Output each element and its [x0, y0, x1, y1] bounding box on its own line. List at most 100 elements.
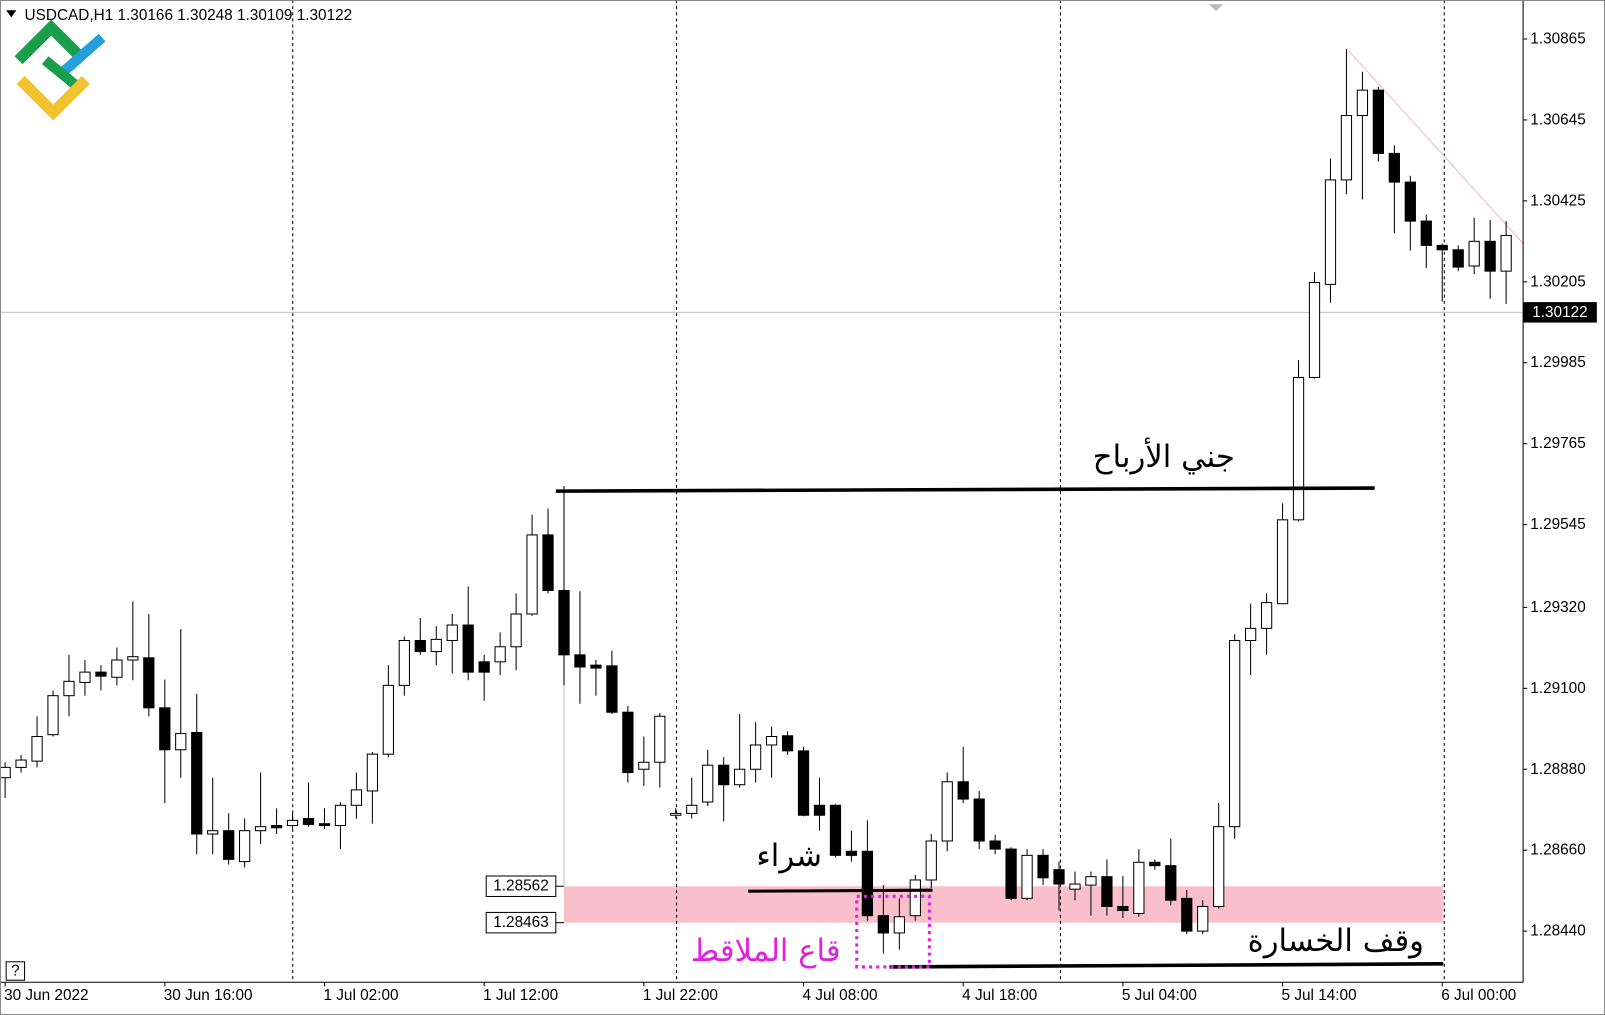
- x-tick-label: 6 Jul 00:00: [1441, 987, 1516, 1004]
- y-tick-label: 1.30645: [1530, 111, 1585, 128]
- candle-body: [542, 534, 554, 591]
- candle-body: [1245, 627, 1257, 642]
- candle-body: [1085, 876, 1097, 886]
- logo: [14, 19, 106, 121]
- candle-body: [1149, 861, 1161, 867]
- x-tick-label: 30 Jun 2022: [4, 987, 88, 1004]
- candle-body: [318, 823, 331, 827]
- candle-body: [366, 753, 379, 792]
- candle-body: [430, 638, 442, 653]
- y-tick-label: 1.29545: [1530, 516, 1585, 533]
- y-tick-label: 1.28440: [1530, 923, 1585, 940]
- buy-line: [748, 888, 933, 893]
- candle-body: [925, 840, 937, 881]
- candle-body: [462, 624, 474, 673]
- candle-body: [734, 768, 746, 786]
- zone-label-box: [485, 875, 557, 897]
- candle-body: [1101, 876, 1113, 907]
- y-tick-label: 1.29320: [1530, 599, 1585, 616]
- candle-body: [254, 826, 267, 832]
- candle-body: [781, 735, 794, 752]
- candle-body: [207, 830, 219, 835]
- zone-layer: 1.28562 1.28463: [485, 875, 1444, 934]
- candle-body: [893, 916, 905, 934]
- symbol-menu[interactable]: [6, 10, 17, 18]
- x-tick-label: 5 Jul 14:00: [1282, 987, 1357, 1004]
- pattern-label: قاع الملاقط: [691, 934, 841, 969]
- y-tick-label: 1.28660: [1530, 842, 1585, 859]
- chart-title: USDCAD,H1 1.30166 1.30248 1.30109 1.3012…: [25, 7, 353, 24]
- zone-label-box: [485, 911, 557, 934]
- candle-body: [1165, 865, 1177, 901]
- candle-body: [829, 804, 842, 856]
- candle-body: [797, 750, 810, 816]
- candle-body: [749, 744, 762, 770]
- candle-body: [1213, 826, 1225, 907]
- x-tick-label: 4 Jul 08:00: [803, 987, 878, 1004]
- take-profit-line: [555, 486, 1375, 493]
- candle-body: [718, 764, 730, 786]
- y-tick-label: 1.29765: [1530, 435, 1585, 452]
- help-button[interactable]: [5, 961, 26, 981]
- shift-marker: [1208, 4, 1224, 12]
- candle-body: [494, 646, 506, 663]
- candle-body: [558, 589, 570, 656]
- candle-body: [239, 830, 251, 863]
- candle-body: [63, 680, 75, 697]
- candle-body: [414, 639, 426, 653]
- candle-body: [622, 711, 634, 774]
- candle-body: [957, 781, 969, 800]
- candle-body: [1037, 854, 1049, 879]
- x-tick-label: 30 Jun 16:00: [164, 987, 253, 1004]
- y-tick-label: 1.29985: [1530, 354, 1585, 371]
- x-tick-label: 5 Jul 04:00: [1122, 987, 1197, 1004]
- candle-body: [47, 695, 59, 736]
- candle-body: [1229, 639, 1241, 828]
- x-tick-label: 1 Jul 02:00: [323, 987, 398, 1004]
- candle-body: [1388, 152, 1400, 183]
- candle-body: [1436, 244, 1448, 251]
- candle-body: [1260, 602, 1273, 629]
- candle-body: [15, 759, 27, 768]
- candle-body: [702, 764, 714, 803]
- stop-loss-label: وقف الخسارة: [1248, 924, 1424, 959]
- candle-body: [31, 735, 43, 762]
- price-axis: 1.30865 1.30645 1.30425 1.30205 1.29985 1.297…: [1523, 30, 1586, 940]
- candle-body: [478, 661, 490, 673]
- candle-body: [877, 915, 889, 934]
- candle-body: [175, 733, 187, 751]
- candle-body: [1452, 249, 1464, 268]
- candle-body: [79, 671, 91, 683]
- candle-body: [223, 830, 235, 860]
- candle-body: [270, 825, 283, 829]
- candle-body: [606, 665, 618, 713]
- candle-body: [989, 840, 1001, 850]
- candle-body: [159, 707, 171, 751]
- help-label: ?: [11, 963, 20, 980]
- candle-body: [1404, 181, 1416, 222]
- candle-body: [1308, 282, 1321, 378]
- candle-body: [670, 812, 682, 816]
- candle-body: [1117, 905, 1129, 912]
- candle-body: [286, 819, 299, 827]
- bid-label-box: [1523, 302, 1597, 323]
- y-tick-label: 1.28880: [1530, 761, 1585, 778]
- y-tick-label: 1.30865: [1530, 30, 1585, 47]
- candle-body: [398, 639, 410, 686]
- bid-label: 1.30122: [1532, 304, 1587, 321]
- candle-body: [1197, 905, 1209, 932]
- candle-body: [1468, 240, 1480, 267]
- candle-body: [654, 715, 666, 763]
- candle-body: [845, 850, 858, 856]
- time-axis: 30 Jun 2022 30 Jun 16:00 1 Jul 02:00 1 Jul …: [4, 982, 1516, 1004]
- candle-body: [95, 671, 107, 677]
- candle-body: [1420, 220, 1432, 246]
- candle-body: [334, 804, 347, 827]
- candle-body: [1133, 861, 1145, 914]
- candle-body: [0, 766, 11, 779]
- candle-body: [446, 624, 458, 642]
